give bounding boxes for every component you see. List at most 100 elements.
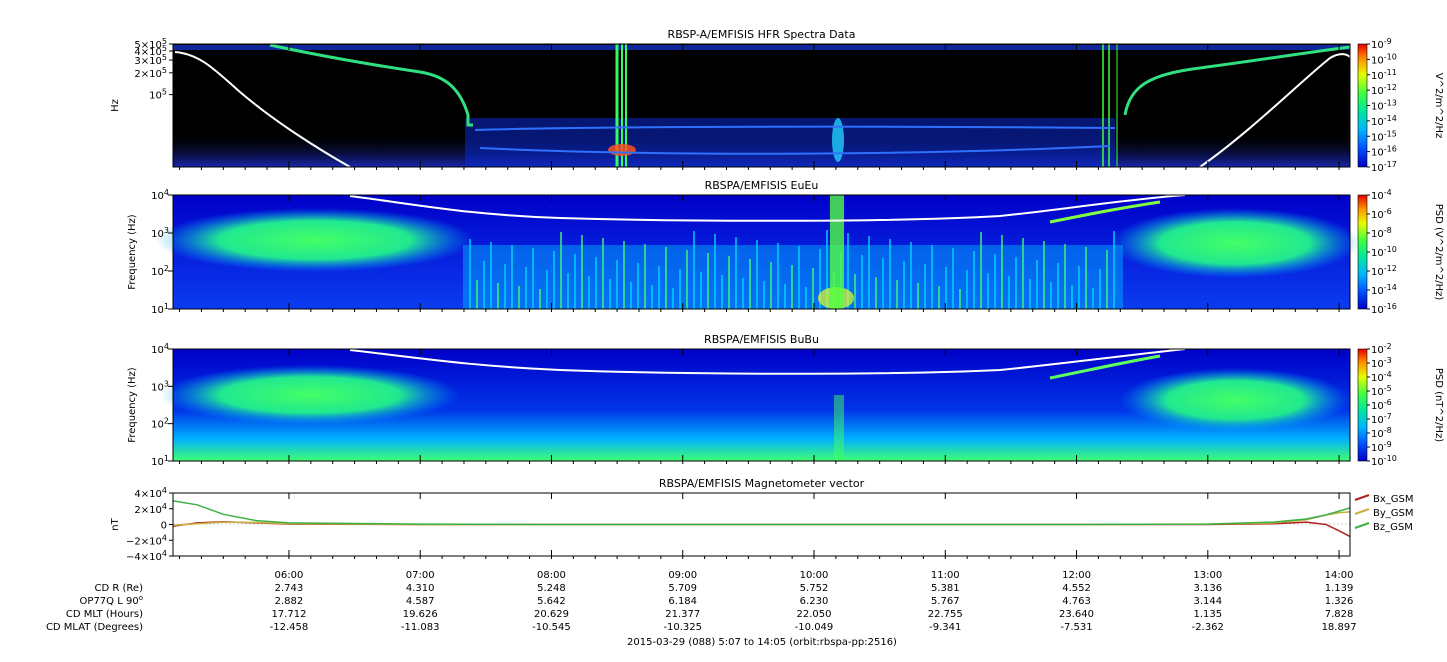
y-axis-label: nT [110, 517, 121, 530]
colorbar-label: PSD (nT^2/Hz) [1433, 368, 1444, 442]
panel-hfr-top-band [173, 45, 1350, 50]
colorbar [1357, 194, 1368, 310]
colorbar-tick-label: 10-15 [1371, 129, 1397, 143]
panel-frame [172, 43, 1351, 168]
colorbar-tick-label: 10-12 [1371, 264, 1397, 278]
colorbar-tick-label: 10-6 [1371, 207, 1392, 221]
colorbar [1357, 348, 1368, 462]
ephemeris-value: -2.362 [1192, 622, 1224, 633]
legend-entry: By_GSM [1373, 508, 1414, 519]
x-tick-label: 09:00 [668, 570, 697, 581]
panel-title: RBSPA/EMFISIS Magnetometer vector [659, 477, 865, 490]
y-tick-label: 101 [151, 454, 169, 468]
x-tick-label: 06:00 [275, 570, 304, 581]
y-axis-label: Hz [110, 99, 121, 112]
y-tick-label: −4×104 [126, 549, 167, 563]
panel-mag-series [173, 500, 1350, 537]
ephemeris-row-label: OP77Q L 90o [80, 594, 143, 607]
panel-eueu-fce-line [349, 194, 1186, 222]
plot-footer: 2015-03-29 (088) 5:07 to 14:05 (orbit:rb… [627, 637, 897, 648]
colorbar [1357, 43, 1368, 168]
panel-eueu-chorus-left [155, 208, 475, 272]
y-tick-label: 101 [151, 302, 169, 316]
panel-bubu-fce-line [349, 348, 1186, 375]
ephemeris-value: -10.049 [795, 622, 834, 633]
ephemeris-value: 19.626 [403, 609, 438, 620]
panel-1-axes: RBSP-A/EMFISIS HFR Spectra Data Hz 105 2×10… [110, 28, 1444, 174]
panel-bubu-burst [834, 395, 844, 461]
panel-2-axes: RBSPA/EMFISIS EuEu Frequency (Hz) 104 103 10… [127, 179, 1444, 316]
y-tick-label: 3×105 [134, 53, 167, 67]
colorbar-tick-label: 10-3 [1371, 356, 1392, 370]
y-axis-label: Frequency (Hz) [127, 214, 138, 290]
panel-title: RBSPA/EMFISIS BuBu [704, 333, 819, 346]
colorbar-label: PSD (V^2/m^2/Hz) [1433, 204, 1444, 301]
panel-hfr-fce-line [174, 51, 1351, 168]
ephemeris-value: 6.184 [668, 596, 697, 607]
y-tick-label: 2×104 [134, 502, 167, 516]
colorbar-tick-label: 10-8 [1371, 226, 1392, 240]
colorbar-tick-label: 10-10 [1371, 454, 1397, 468]
x-tick-label: 14:00 [1325, 570, 1354, 581]
ephemeris-value: 1.326 [1325, 596, 1354, 607]
legend-entry: Bz_GSM [1373, 522, 1413, 533]
colorbar-tick-label: 10-12 [1371, 83, 1397, 97]
ephemeris-value: 4.587 [406, 596, 435, 607]
x-tick-label: 12:00 [1062, 570, 1091, 581]
ephemeris-value: -11.083 [401, 622, 440, 633]
x-tick-label: 10:00 [800, 570, 829, 581]
colorbar-tick-label: 10-10 [1371, 52, 1397, 66]
ephemeris-value: 20.629 [534, 609, 569, 620]
ephemeris-value: 5.752 [800, 583, 829, 594]
panel-title: RBSPA/EMFISIS EuEu [705, 179, 819, 192]
y-tick-label: 102 [151, 417, 169, 431]
y-tick-label: 104 [151, 188, 169, 202]
ephemeris-value: 4.310 [406, 583, 435, 594]
y-tick-label: 5×105 [134, 37, 167, 51]
ephemeris-value: 18.897 [1322, 622, 1357, 633]
ephemeris-value: 5.709 [668, 583, 697, 594]
colorbar-tick-label: 10-11 [1371, 68, 1397, 82]
axes-overlay: RBSP-A/EMFISIS HFR Spectra Data Hz 105 2×10… [46, 28, 1444, 648]
ephemeris-value: 2.882 [275, 596, 304, 607]
y-tick-label: 4×104 [134, 486, 167, 500]
panel-hfr [173, 43, 1351, 168]
panel-eueu [155, 194, 1360, 309]
ephemeris-value: 5.381 [931, 583, 960, 594]
legend-swatch [1354, 494, 1370, 501]
panel-bubu [160, 348, 1350, 461]
y-tick-label: 102 [151, 264, 169, 278]
y-tick-label: 2×105 [134, 66, 167, 80]
y-tick-label: 105 [149, 88, 167, 102]
y-tick-label: 0 [161, 521, 167, 532]
ephemeris-row-label: CD MLT (Hours) [66, 609, 143, 620]
panel-hfr-mid-band [465, 118, 1115, 167]
spectral-hotspot [608, 144, 636, 156]
panel-3-axes: RBSPA/EMFISIS BuBu Frequency (Hz) 104 103 10… [127, 333, 1444, 468]
colorbar-tick-label: 10-16 [1371, 302, 1397, 316]
degree-superscript: o [139, 594, 143, 602]
ephemeris-value: 22.050 [797, 609, 832, 620]
colorbar-tick-label: 10-6 [1371, 398, 1392, 412]
panel-hfr-density-trace-left [269, 43, 473, 127]
panel-4-axes: RBSPA/EMFISIS Magnetometer vector nT 4×104… [110, 477, 1351, 563]
colorbar-tick-label: 10-5 [1371, 384, 1392, 398]
colorbar-tick-label: 10-4 [1371, 188, 1392, 202]
ephemeris-value: -10.325 [663, 622, 702, 633]
ephemeris-value: 22.755 [928, 609, 963, 620]
colorbar-tick-label: 10-14 [1371, 283, 1397, 297]
ephemeris-value: 7.828 [1325, 609, 1354, 620]
colorbar-tick-label: 10-9 [1371, 440, 1392, 454]
colorbar-tick-label: 10-4 [1371, 370, 1392, 384]
mag-series-line [173, 500, 1350, 526]
ephemeris-value: 23.640 [1059, 609, 1094, 620]
ephemeris-value: -7.531 [1060, 622, 1092, 633]
panel-eueu-spikes [469, 230, 1115, 309]
y-tick-label: 103 [151, 226, 169, 240]
colorbar-label: V^2/m^2/Hz [1433, 73, 1444, 139]
legend-swatch [1354, 508, 1370, 515]
legend-swatch [1354, 522, 1370, 529]
y-tick-label: 104 [151, 342, 169, 356]
ephemeris-value: 1.135 [1193, 609, 1222, 620]
colorbar-tick-label: 10-8 [1371, 426, 1392, 440]
